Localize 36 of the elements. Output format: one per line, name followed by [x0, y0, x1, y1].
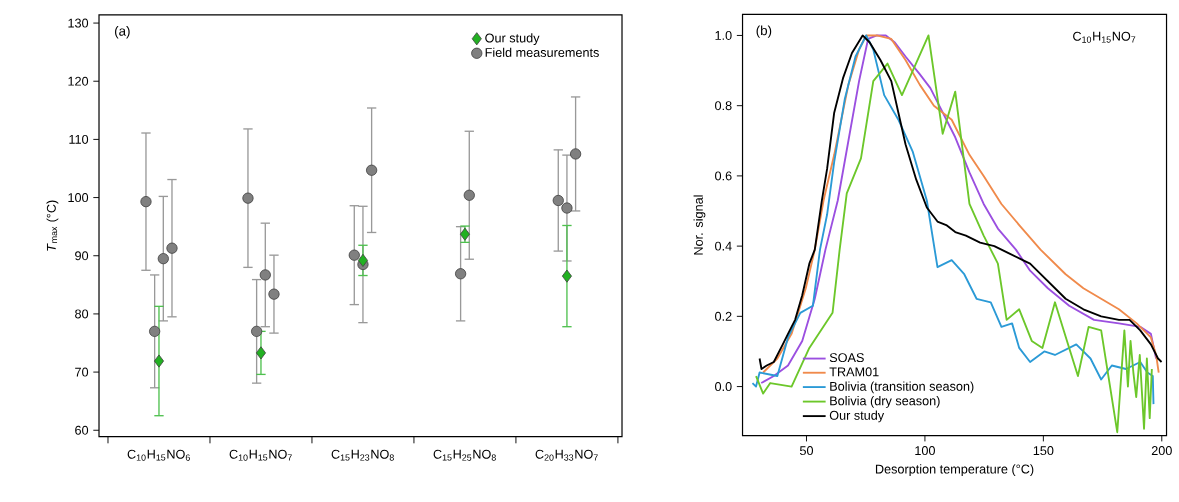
x-tick-label: C$_{10}$H$_{15}$NO$_{6}$ [127, 449, 190, 461]
legend-label: Bolivia (dry season) [830, 396, 940, 408]
y-tick-label: 0.8 [715, 101, 732, 111]
y-tick-label: 110 [69, 134, 89, 144]
y-tick-label: 120 [68, 76, 89, 86]
y-axis-title: Nor. signal [693, 195, 706, 255]
x-tick-label: C$_{15}$H$_{25}$NO$_{8}$ [433, 449, 496, 461]
y-tick-label: 0.4 [715, 241, 732, 251]
annotation: (a) [115, 25, 130, 39]
x-tick-label: 100 [915, 446, 935, 456]
x-axis-title: Desorption temperature (°C) [875, 464, 1034, 477]
x-tick-label: 150 [1033, 446, 1054, 456]
x-tick-label: C$_{15}$H$_{23}$NO$_{8}$ [331, 449, 394, 461]
y-tick-label: 70 [75, 367, 89, 377]
y-tick-label: 60 [75, 425, 89, 435]
x-tick-label: 200 [1151, 446, 1172, 456]
annotation: C$_{10}$H$_{15}$NO$_{7}$ [1073, 31, 1136, 43]
y-tick-label: 90 [75, 251, 89, 261]
legend-label: Our study [829, 410, 885, 423]
y-tick-label: 0.0 [715, 382, 732, 392]
x-tick-label: C$_{20}$H$_{33}$NO$_{7}$ [535, 449, 598, 461]
legend-label: Our study [485, 33, 540, 45]
annotation: (b) [756, 25, 772, 38]
y-tick-label: 1.0 [715, 30, 732, 40]
y-tick-label: 80 [75, 309, 89, 319]
legend-label: SOAS [829, 353, 864, 363]
x-tick-label: 50 [799, 446, 814, 456]
y-tick-label: 0.6 [715, 171, 732, 181]
legend-label: Field measurements [485, 47, 599, 57]
legend-label: Bolivia (transition season) [830, 381, 974, 394]
y-tick-label: 100 [68, 193, 89, 203]
x-tick-label: C$_{10}$H$_{15}$NO$_{7}$ [229, 449, 292, 461]
y-axis-title: T$_{max}$ (°C) [46, 200, 59, 251]
y-tick-label: 0.2 [715, 311, 732, 321]
legend-label: TRAM01 [829, 367, 879, 377]
y-tick-label: 130 [68, 18, 89, 28]
